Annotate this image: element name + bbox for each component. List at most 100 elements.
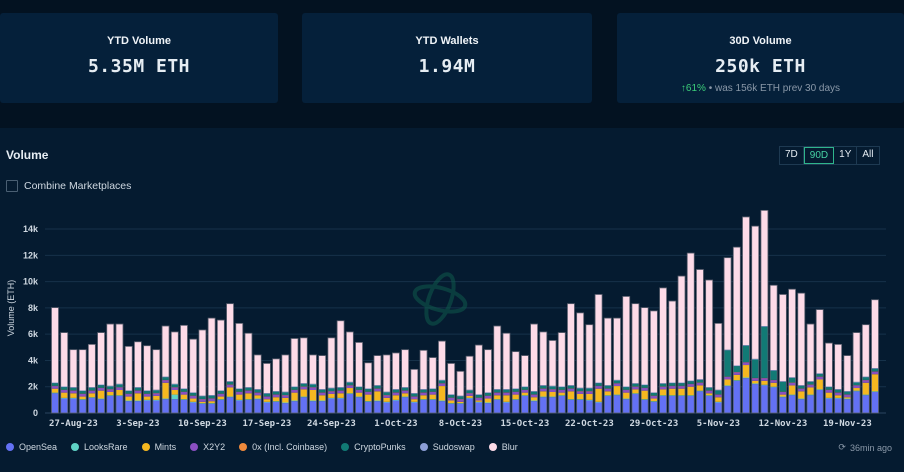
bar-segment-opensea bbox=[337, 398, 345, 413]
bar-segment-mints bbox=[521, 392, 529, 396]
bar-segment-sudoswap bbox=[217, 390, 225, 392]
bar-segment-cryptopunks bbox=[208, 395, 216, 399]
bar-segment-opensea bbox=[687, 395, 695, 413]
bar-segment-looksrare bbox=[420, 399, 428, 400]
bar-segment-x2y2 bbox=[604, 388, 612, 392]
bar-segment-looksrare bbox=[309, 400, 317, 402]
bar-segment-looksrare bbox=[327, 397, 335, 399]
bar-segment-mints bbox=[97, 390, 105, 399]
change-comparison: • was 156k ETH prev 30 days bbox=[708, 83, 841, 94]
legend-item[interactable]: Sudoswap bbox=[419, 442, 475, 452]
bar-outline bbox=[723, 257, 732, 414]
bar-segment-x2y2 bbox=[171, 387, 179, 391]
bar-segment-cryptopunks bbox=[797, 385, 805, 389]
bar-segment-cryptopunks bbox=[235, 389, 243, 392]
bar-segment-sudoswap bbox=[687, 380, 695, 382]
bar-segment-cryptopunks bbox=[862, 377, 870, 380]
arrow-up-icon: ↑ bbox=[680, 83, 686, 94]
bar-segment-mints bbox=[300, 389, 308, 397]
bar-outline bbox=[152, 349, 161, 414]
bar-segment-cryptopunks bbox=[263, 393, 271, 397]
range-all-button[interactable]: All bbox=[862, 149, 874, 160]
bar-segment-looksrare bbox=[125, 400, 133, 402]
bar-segment-cryptopunks bbox=[189, 393, 197, 396]
bar-outline bbox=[355, 342, 363, 414]
bar-segment-mints bbox=[512, 394, 520, 400]
range-1y-button[interactable]: 1Y bbox=[834, 147, 858, 164]
bar-segment-opensea bbox=[807, 395, 815, 413]
bar-segment-blur bbox=[429, 357, 437, 389]
legend-item[interactable]: Blur bbox=[488, 442, 518, 452]
bar-segment-looksrare bbox=[751, 383, 759, 385]
bar-outline bbox=[520, 355, 529, 414]
bar-segment-looksrare bbox=[429, 399, 437, 400]
bar-segment-blur bbox=[539, 331, 547, 386]
bar-segment-sudoswap bbox=[853, 381, 861, 383]
y-axis-label: Volume (ETH) bbox=[6, 280, 16, 337]
bar-segment-looksrare bbox=[604, 395, 612, 396]
bar-segment-blur bbox=[622, 296, 630, 387]
bar-segment-looksrare bbox=[281, 402, 289, 404]
legend-item[interactable]: OpenSea bbox=[6, 442, 57, 452]
bar-segment-x2y2 bbox=[539, 388, 547, 392]
bar-segment-x2y2 bbox=[853, 385, 861, 389]
bar-segment-cryptopunks bbox=[576, 388, 584, 392]
bar-segment-mints bbox=[226, 387, 234, 397]
bar-segment-blur bbox=[788, 289, 796, 378]
x-tick-label: 15-Oct-23 bbox=[500, 419, 549, 429]
bar-segment-looksrare bbox=[521, 395, 529, 396]
bar-segment-x2y2 bbox=[309, 387, 317, 391]
legend-item[interactable]: LooksRare bbox=[71, 442, 128, 452]
bar-segment-mints bbox=[438, 386, 446, 401]
bar-segment-x2y2 bbox=[816, 376, 824, 380]
bar-segment-opensea bbox=[834, 398, 842, 413]
legend-item[interactable]: CryptoPunks bbox=[341, 442, 406, 452]
bar-segment-x2y2 bbox=[198, 399, 206, 402]
bar-segment-opensea bbox=[825, 398, 833, 413]
bar-segment-looksrare bbox=[539, 396, 547, 398]
bar-segment-looksrare bbox=[862, 394, 870, 396]
bar-segment-opensea bbox=[696, 391, 704, 413]
bar-segment-looksrare bbox=[410, 401, 418, 403]
bar-outline bbox=[705, 279, 714, 414]
bar-segment-looksrare bbox=[650, 401, 658, 402]
bar-segment-sudoswap bbox=[143, 390, 151, 392]
bar-segment-x2y2 bbox=[244, 390, 252, 394]
bar-segment-sudoswap bbox=[871, 368, 879, 369]
bar-outline bbox=[861, 324, 870, 414]
bar-segment-cryptopunks bbox=[438, 380, 446, 384]
range-7d-button[interactable]: 7D bbox=[780, 147, 804, 164]
bar-outline bbox=[438, 340, 446, 414]
bar-segment-blur bbox=[134, 341, 142, 388]
bar-segment-cryptopunks bbox=[180, 389, 188, 392]
bar-segment-sudoswap bbox=[650, 392, 658, 394]
legend-item[interactable]: X2Y2 bbox=[190, 442, 225, 452]
bar-segment-blur bbox=[521, 355, 529, 387]
legend-item[interactable]: 0x (Incl. Coinbase) bbox=[239, 442, 327, 452]
bar-segment-mints bbox=[604, 391, 612, 396]
bar-segment-x2y2 bbox=[337, 390, 345, 394]
bar-segment-sudoswap bbox=[733, 365, 741, 367]
bar-segment-blur bbox=[760, 210, 768, 327]
x-tick-label: 12-Nov-23 bbox=[758, 419, 807, 429]
bar-segment-looksrare bbox=[797, 398, 805, 400]
bar-outline bbox=[60, 332, 69, 414]
bar-segment-opensea bbox=[355, 397, 363, 413]
bar-segment-mints bbox=[484, 398, 492, 403]
bar-segment-blur bbox=[502, 333, 510, 390]
bar-segment-blur bbox=[843, 355, 851, 392]
bar-segment-mints bbox=[410, 399, 418, 402]
legend-item[interactable]: Mints bbox=[141, 442, 176, 452]
bar-segment-sudoswap bbox=[502, 389, 510, 390]
range-90d-button[interactable]: 90D bbox=[803, 147, 835, 164]
bar-segment-mints bbox=[447, 400, 455, 404]
combine-checkbox[interactable] bbox=[6, 180, 18, 192]
combine-marketplaces-toggle[interactable]: Combine Marketplaces bbox=[6, 180, 131, 192]
bar-segment-looksrare bbox=[853, 390, 861, 392]
bar-segment-sudoswap bbox=[392, 389, 400, 390]
bar-segment-x2y2 bbox=[613, 383, 621, 387]
bar-segment-cryptopunks bbox=[650, 393, 658, 396]
bar-segment-mints bbox=[475, 400, 483, 402]
bar-segment-x2y2 bbox=[383, 395, 391, 398]
bar-segment-looksrare bbox=[254, 398, 262, 400]
